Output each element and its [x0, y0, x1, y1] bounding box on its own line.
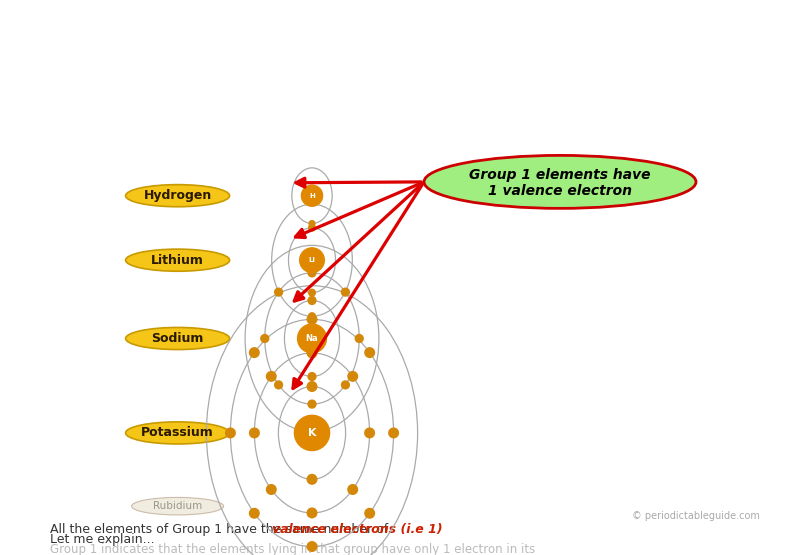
- Ellipse shape: [424, 155, 696, 208]
- Ellipse shape: [266, 371, 276, 381]
- Ellipse shape: [300, 248, 324, 273]
- Text: Group 1 elements have: Group 1 elements have: [470, 168, 650, 181]
- Ellipse shape: [308, 372, 316, 381]
- Ellipse shape: [307, 382, 317, 391]
- Ellipse shape: [348, 485, 358, 495]
- Text: Lithium: Lithium: [151, 254, 204, 267]
- Text: 1 valence electron: 1 valence electron: [488, 184, 632, 198]
- Ellipse shape: [261, 335, 269, 342]
- Text: valence electrons (i.e 1): valence electrons (i.e 1): [271, 523, 442, 536]
- Ellipse shape: [309, 289, 315, 296]
- Ellipse shape: [355, 335, 363, 342]
- Text: © periodictableguide.com: © periodictableguide.com: [632, 511, 760, 521]
- Ellipse shape: [307, 475, 317, 484]
- Ellipse shape: [309, 224, 315, 231]
- Ellipse shape: [131, 497, 224, 515]
- Ellipse shape: [126, 249, 230, 271]
- Ellipse shape: [274, 381, 282, 389]
- Ellipse shape: [226, 428, 235, 438]
- Ellipse shape: [308, 296, 316, 304]
- Ellipse shape: [266, 485, 276, 495]
- Ellipse shape: [126, 327, 230, 350]
- Ellipse shape: [365, 508, 374, 518]
- Text: Hydrogen: Hydrogen: [143, 189, 212, 202]
- Ellipse shape: [126, 422, 230, 444]
- Ellipse shape: [342, 288, 350, 296]
- Ellipse shape: [302, 185, 322, 206]
- Text: How many valence electrons are in: Lithium, Sodium,: How many valence electrons are in: Lithi…: [86, 22, 714, 42]
- Ellipse shape: [274, 288, 282, 296]
- Ellipse shape: [307, 508, 317, 518]
- Ellipse shape: [308, 428, 316, 436]
- Ellipse shape: [308, 400, 316, 408]
- Ellipse shape: [309, 221, 315, 226]
- Text: Let me explain...: Let me explain...: [50, 533, 154, 546]
- Text: All the elements of Group 1 have the same number of: All the elements of Group 1 have the sam…: [50, 523, 392, 536]
- Text: Potassium: Potassium: [142, 426, 214, 440]
- Ellipse shape: [307, 542, 317, 551]
- Text: H: H: [309, 193, 315, 199]
- Ellipse shape: [342, 381, 350, 389]
- Ellipse shape: [298, 324, 326, 353]
- Text: Sodium: Sodium: [151, 332, 204, 345]
- Ellipse shape: [389, 428, 398, 438]
- Ellipse shape: [365, 348, 374, 357]
- Ellipse shape: [309, 313, 315, 320]
- Ellipse shape: [307, 315, 317, 324]
- Ellipse shape: [307, 348, 317, 358]
- Ellipse shape: [348, 371, 358, 381]
- Ellipse shape: [250, 348, 259, 357]
- Ellipse shape: [365, 428, 374, 438]
- Ellipse shape: [126, 185, 230, 207]
- Text: Rubidium: Rubidium: [153, 501, 202, 511]
- Ellipse shape: [308, 269, 316, 277]
- Text: Group 1 indicates that the elements lying in that group have only 1 electron in : Group 1 indicates that the elements lyin…: [50, 543, 535, 555]
- Text: Li: Li: [309, 257, 315, 263]
- Text: Potassium, Rubidium, Cesium and Francium?: Potassium, Rubidium, Cesium and Francium…: [137, 64, 663, 84]
- Ellipse shape: [250, 508, 259, 518]
- Ellipse shape: [250, 428, 259, 438]
- Ellipse shape: [294, 415, 330, 451]
- Text: Na: Na: [306, 334, 318, 343]
- Text: K: K: [308, 428, 316, 438]
